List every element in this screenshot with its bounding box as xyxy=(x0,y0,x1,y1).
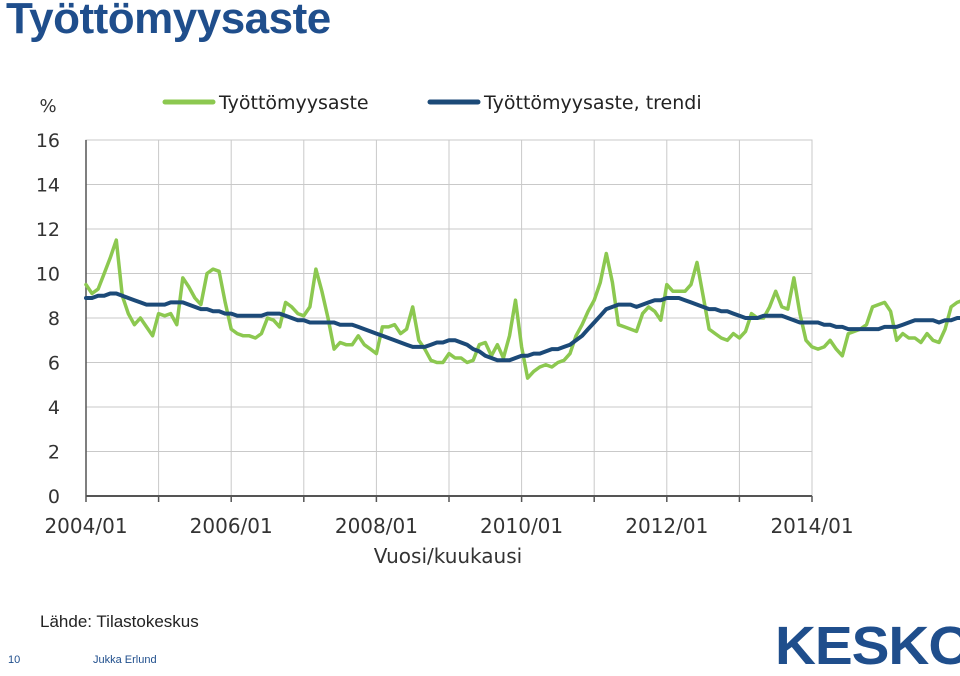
y-tick-label: 2 xyxy=(48,442,60,464)
source-note: Lähde: Tilastokeskus xyxy=(40,612,199,631)
y-tick-label: 0 xyxy=(48,486,60,508)
series-line-trendi xyxy=(84,291,960,363)
x-tick-label: 2004/01 xyxy=(44,514,127,538)
y-tick-label: 10 xyxy=(36,264,60,286)
y-tick-label: 4 xyxy=(48,397,60,419)
kesko-logo: KESKO xyxy=(775,616,960,676)
y-tick-label: 14 xyxy=(36,175,60,197)
chart-series xyxy=(84,238,960,380)
x-tick-label: 2012/01 xyxy=(625,514,708,538)
x-tick-label: 2014/01 xyxy=(770,514,853,538)
chart-legend: Työttömyysaste Työttömyysaste, trendi xyxy=(162,92,702,114)
series-line-tyottomyysaste xyxy=(84,238,960,380)
x-tick-label: 2010/01 xyxy=(480,514,563,538)
y-tick-label: 16 xyxy=(36,130,60,152)
page-title: Työttömyysaste xyxy=(6,0,331,43)
y-unit-label: % xyxy=(39,96,56,117)
x-tick-label: 2006/01 xyxy=(190,514,273,538)
unemployment-chart: 0 2 4 6 8 10 12 14 16 2004/01 2006/01 2008/01 2010/0… xyxy=(36,92,960,568)
x-tick-label: 2008/01 xyxy=(335,514,418,538)
page-number: 10 xyxy=(8,654,21,666)
author-name: Jukka Erlund xyxy=(93,654,157,666)
y-tick-label: 8 xyxy=(48,308,60,330)
chart-grid xyxy=(85,139,813,497)
legend-label-tyottomyysaste: Työttömyysaste xyxy=(218,92,369,114)
y-tick-label: 12 xyxy=(36,219,60,241)
legend-label-trendi: Työttömyysaste, trendi xyxy=(483,92,702,114)
y-tick-label: 6 xyxy=(48,353,60,375)
x-axis-title: Vuosi/kuukausi xyxy=(374,544,522,568)
chart-axes: 0 2 4 6 8 10 12 14 16 2004/01 2006/01 2008/01 2010/0… xyxy=(36,130,854,538)
